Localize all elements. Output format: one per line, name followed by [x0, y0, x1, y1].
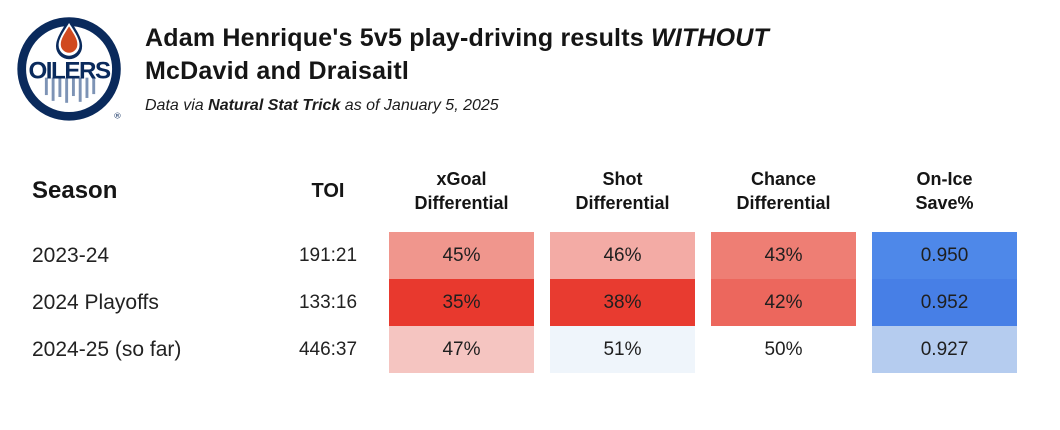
- toi-value: 133:16: [298, 291, 358, 313]
- data-source-note: Data via Natural Stat Trick as of Januar…: [145, 97, 1025, 115]
- registered-trademark-symbol: ®: [114, 110, 121, 120]
- column-header-label: Chance: [750, 169, 817, 189]
- shot-differential-value: 46%: [550, 232, 695, 279]
- chance-differential-value: 43%: [711, 232, 856, 279]
- column-header-label: On-Ice: [916, 169, 973, 189]
- title-emphasis-text: WITHOUT: [650, 24, 770, 52]
- toi-value: 191:21: [298, 244, 358, 266]
- chance-differential-value: 50%: [711, 326, 856, 373]
- title-line2-text: McDavid and Draisaitl: [145, 57, 410, 85]
- subtitle-prefix: Data via: [145, 97, 209, 114]
- column-header-chance-differential: Chance Differential: [711, 160, 856, 232]
- on-ice-save-value: 0.952: [872, 279, 1017, 326]
- column-header-label: Differential: [736, 193, 831, 213]
- header: OILERS ® Adam Henrique's 5v5 play-drivin…: [0, 0, 1060, 150]
- column-header-label: Differential: [414, 193, 509, 213]
- on-ice-save-value: 0.927: [872, 326, 1017, 373]
- toi-value: 446:37: [298, 338, 358, 360]
- oilers-wordmark: OILERS: [28, 58, 111, 85]
- title-block: Adam Henrique's 5v5 play-driving results…: [145, 22, 1025, 115]
- shot-differential-value: 38%: [550, 279, 695, 326]
- column-header-label: Differential: [575, 193, 670, 213]
- column-header-label: xGoal: [436, 169, 487, 189]
- season-label: 2024 Playoffs: [32, 290, 159, 314]
- column-header-label: Save%: [915, 193, 974, 213]
- column-header-season: Season: [32, 160, 267, 232]
- season-label: 2023-24: [32, 243, 110, 267]
- column-header-xgoal-differential: xGoal Differential: [389, 160, 534, 232]
- season-label: 2024-25 (so far): [32, 337, 182, 361]
- xgoal-differential-value: 45%: [389, 232, 534, 279]
- column-header-label: Season: [32, 177, 118, 204]
- oilers-logo: OILERS ®: [13, 10, 129, 126]
- column-header-label: TOI: [311, 180, 345, 202]
- oilers-logo-icon: OILERS ®: [17, 17, 121, 121]
- column-header-shot-differential: Shot Differential: [550, 160, 695, 232]
- xgoal-differential-value: 35%: [389, 279, 534, 326]
- column-header-on-ice-save: On-Ice Save%: [872, 160, 1017, 232]
- stats-table: Season TOI xGoal Differential Shot Diffe…: [32, 160, 1017, 373]
- subtitle-suffix: as of January 5, 2025: [340, 97, 499, 114]
- column-header-toi: TOI: [283, 160, 373, 232]
- on-ice-save-value: 0.950: [872, 232, 1017, 279]
- shot-differential-value: 51%: [550, 326, 695, 373]
- subtitle-source-name: Natural Stat Trick: [208, 97, 341, 114]
- title-regular-text: Adam Henrique's 5v5 play-driving results: [145, 24, 651, 52]
- chance-differential-value: 42%: [711, 279, 856, 326]
- xgoal-differential-value: 47%: [389, 326, 534, 373]
- column-header-label: Shot: [602, 169, 643, 189]
- page-title: Adam Henrique's 5v5 play-driving results…: [145, 22, 1025, 88]
